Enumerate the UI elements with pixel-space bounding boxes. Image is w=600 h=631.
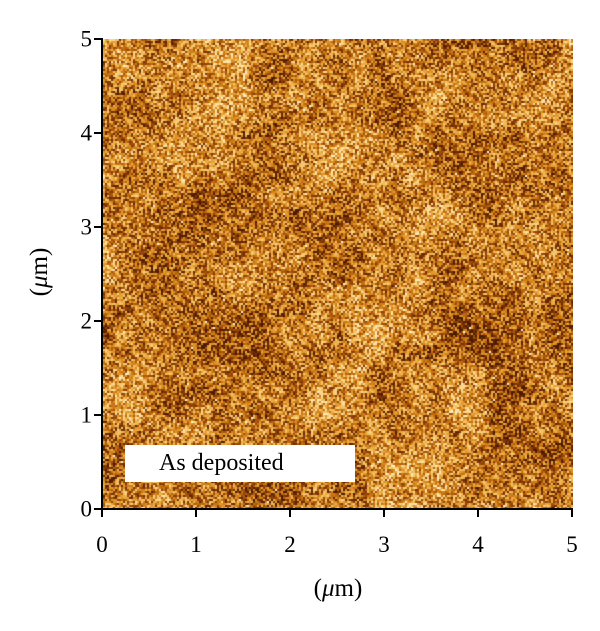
x-tick-mark (195, 509, 197, 517)
x-tick-label: 4 (472, 532, 484, 557)
x-tick-label: 5 (566, 532, 578, 557)
x-tick-label: 3 (378, 532, 390, 557)
x-tick-mark (101, 509, 103, 517)
x-tick-mark (477, 509, 479, 517)
afm-surface-image (103, 39, 573, 509)
y-tick-mark (94, 38, 102, 40)
y-tick-label: 1 (80, 402, 93, 428)
y-tick-mark (94, 320, 102, 322)
y-tick-label: 0 (80, 496, 93, 522)
x-tick-label: 2 (284, 532, 296, 557)
y-tick-label: 4 (80, 120, 93, 146)
y-axis-label: (μm) (26, 247, 53, 297)
y-tick-mark (94, 414, 102, 416)
y-tick-mark (94, 508, 102, 510)
x-axis-line (101, 508, 573, 510)
y-tick-label: 5 (80, 26, 93, 52)
y-tick-label: 2 (80, 308, 93, 334)
x-tick-label: 1 (190, 532, 202, 557)
x-tick-mark (571, 509, 573, 517)
x-tick-mark (383, 509, 385, 517)
x-tick-label: 0 (96, 532, 108, 557)
y-tick-mark (94, 132, 102, 134)
x-tick-mark (289, 509, 291, 517)
y-tick-mark (94, 226, 102, 228)
x-axis-label: (μm) (313, 575, 363, 602)
sample-label: As deposited (125, 445, 355, 482)
y-axis-line (101, 38, 103, 510)
y-tick-label: 3 (80, 214, 93, 240)
